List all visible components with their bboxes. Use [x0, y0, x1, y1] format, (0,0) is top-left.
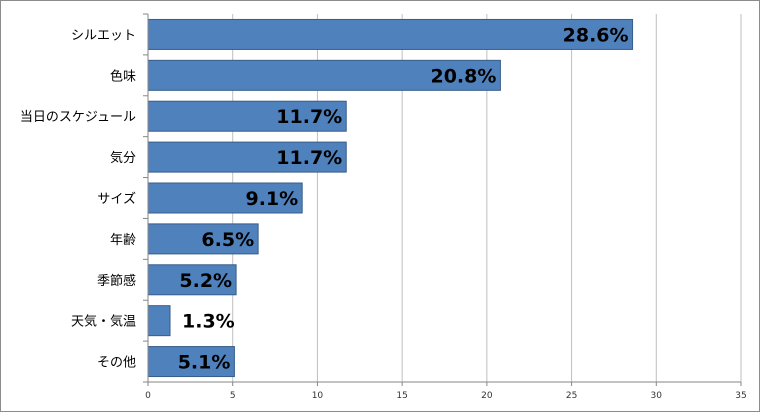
labels: 0 5 10 15 20 25 30 35 シルエット 28.6% 色味 20.8% 当日のスケジュール… [20, 24, 747, 401]
data-label: 5.1% [178, 352, 231, 374]
bar [147, 305, 171, 337]
data-label: 28.6% [563, 24, 629, 46]
data-label: 9.1% [245, 188, 298, 210]
data-label: 20.8% [430, 65, 496, 87]
data-label: 11.7% [276, 147, 342, 169]
x-tick-label: 15 [396, 391, 407, 401]
x-tick-label: 10 [312, 391, 324, 401]
data-label: 11.7% [276, 106, 342, 128]
bar [147, 346, 235, 378]
x-tick-label: 30 [651, 391, 663, 401]
axes [143, 13, 742, 386]
data-label: 6.5% [201, 229, 254, 251]
bars [147, 18, 634, 378]
bar [147, 223, 259, 255]
bar [147, 18, 634, 50]
data-label: 1.3% [182, 311, 235, 333]
x-tick-label: 5 [230, 391, 236, 401]
category-label: サイズ [97, 191, 136, 207]
x-tick-label: 25 [566, 391, 577, 401]
category-label: 気分 [110, 150, 136, 166]
x-tick-label: 20 [481, 391, 493, 401]
x-tick-label: 0 [145, 391, 151, 401]
bar [147, 264, 237, 296]
x-tick-label: 35 [735, 391, 746, 401]
bar [147, 182, 303, 214]
bar [147, 59, 501, 91]
category-label: 天気・気温 [71, 314, 136, 330]
bar [147, 100, 347, 132]
category-label: シルエット [71, 28, 136, 43]
data-label: 5.2% [179, 270, 232, 292]
category-label: その他 [97, 356, 136, 371]
category-label: 色味 [110, 68, 136, 84]
category-label: 当日のスケジュール [20, 110, 136, 125]
category-label: 季節感 [97, 273, 136, 289]
category-label: 年齢 [110, 233, 136, 248]
